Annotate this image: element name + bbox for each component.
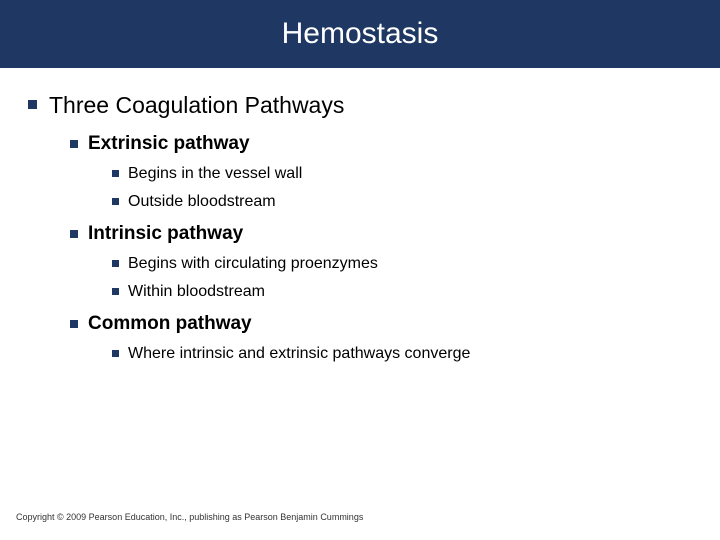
section-heading: Common pathway: [88, 313, 252, 335]
slide-container: Hemostasis Three Coagulation Pathways Ex…: [0, 0, 720, 540]
slide-title: Hemostasis: [282, 17, 439, 51]
section-item: Within bloodstream: [128, 283, 265, 301]
section-item: Where intrinsic and extrinsic pathways c…: [128, 345, 470, 363]
square-bullet-icon: [112, 198, 119, 205]
bullet-level-2: Intrinsic pathway: [70, 223, 720, 245]
section-heading: Extrinsic pathway: [88, 133, 250, 155]
bullet-level-2: Common pathway: [70, 313, 720, 335]
bullet-level-3: Begins in the vessel wall: [112, 165, 720, 183]
bullet-level-3: Begins with circulating proenzymes: [112, 255, 720, 273]
square-bullet-icon: [112, 260, 119, 267]
title-bar: Hemostasis: [0, 0, 720, 68]
square-bullet-icon: [28, 100, 37, 109]
bullet-level-3: Outside bloodstream: [112, 193, 720, 211]
copyright-footer: Copyright © 2009 Pearson Education, Inc.…: [16, 512, 363, 522]
bullet-level-2: Extrinsic pathway: [70, 133, 720, 155]
square-bullet-icon: [70, 140, 78, 148]
section-heading: Intrinsic pathway: [88, 223, 243, 245]
level1-text: Three Coagulation Pathways: [49, 92, 344, 119]
square-bullet-icon: [112, 288, 119, 295]
content-area: Three Coagulation Pathways Extrinsic pat…: [0, 68, 720, 363]
square-bullet-icon: [112, 170, 119, 177]
section-item: Begins with circulating proenzymes: [128, 255, 378, 273]
bullet-level-3: Within bloodstream: [112, 283, 720, 301]
section: Intrinsic pathway Begins with circulatin…: [0, 223, 720, 301]
section-item: Outside bloodstream: [128, 193, 276, 211]
section-item: Begins in the vessel wall: [128, 165, 302, 183]
square-bullet-icon: [70, 230, 78, 238]
bullet-level-3: Where intrinsic and extrinsic pathways c…: [112, 345, 720, 363]
section: Common pathway Where intrinsic and extri…: [0, 313, 720, 363]
square-bullet-icon: [70, 320, 78, 328]
square-bullet-icon: [112, 350, 119, 357]
section: Extrinsic pathway Begins in the vessel w…: [0, 133, 720, 211]
bullet-level-1: Three Coagulation Pathways: [28, 92, 720, 119]
